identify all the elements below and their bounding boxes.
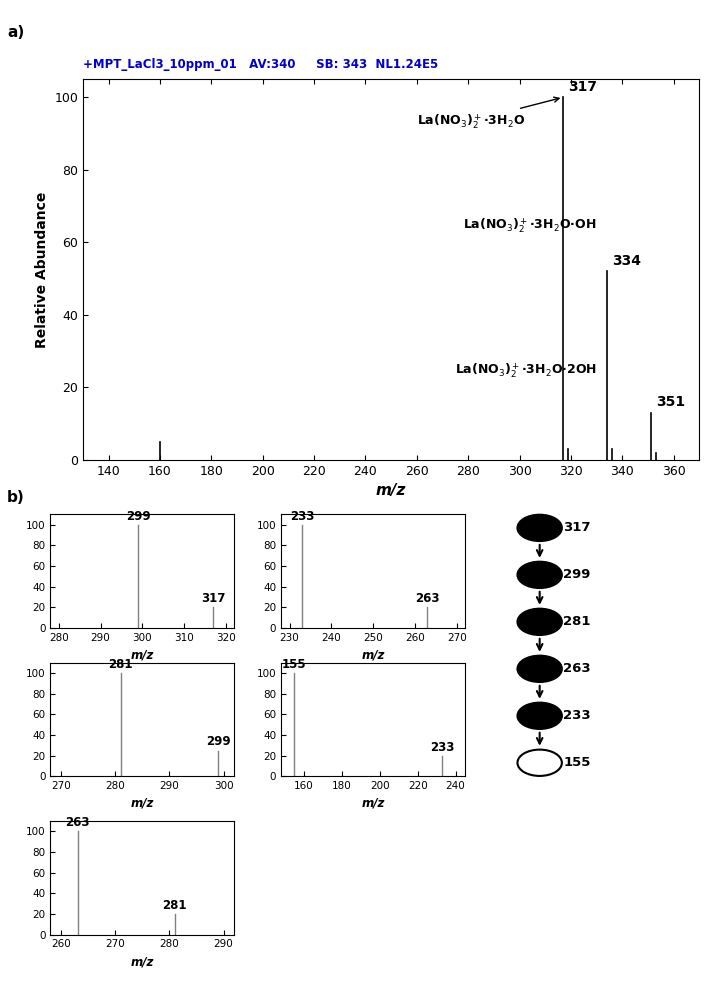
Text: 155: 155 xyxy=(282,658,306,671)
X-axis label: m/z: m/z xyxy=(131,955,154,968)
Circle shape xyxy=(518,562,562,588)
X-axis label: m/z: m/z xyxy=(361,797,385,810)
Text: b): b) xyxy=(7,490,25,504)
Text: 299: 299 xyxy=(564,569,590,582)
Text: +MPT_LaCl3_10ppm_01   AV:340     SB: 343  NL1.24E5: +MPT_LaCl3_10ppm_01 AV:340 SB: 343 NL1.2… xyxy=(83,58,438,71)
Text: 317: 317 xyxy=(564,521,591,534)
Text: La(NO$_3$)$_2^+$·3H$_2$O·2OH: La(NO$_3$)$_2^+$·3H$_2$O·2OH xyxy=(454,361,597,380)
Text: 155: 155 xyxy=(564,757,590,769)
Text: 317: 317 xyxy=(201,592,226,605)
Circle shape xyxy=(518,514,562,541)
Circle shape xyxy=(518,702,562,729)
Text: 263: 263 xyxy=(66,816,89,829)
Text: La(NO$_3$)$_2^+$·3H$_2$O: La(NO$_3$)$_2^+$·3H$_2$O xyxy=(417,97,559,131)
X-axis label: m/z: m/z xyxy=(131,797,154,810)
Text: 334: 334 xyxy=(612,254,641,268)
Text: 351: 351 xyxy=(655,396,685,409)
Text: 281: 281 xyxy=(163,899,187,912)
Text: 233: 233 xyxy=(430,741,454,754)
Text: 299: 299 xyxy=(126,509,151,522)
Text: 317: 317 xyxy=(568,80,598,94)
Text: La(NO$_3$)$_2^+$·3H$_2$O·OH: La(NO$_3$)$_2^+$·3H$_2$O·OH xyxy=(464,217,597,235)
Text: 233: 233 xyxy=(564,709,591,722)
Text: a): a) xyxy=(7,25,25,40)
X-axis label: m/z: m/z xyxy=(361,649,385,662)
Text: 281: 281 xyxy=(109,658,133,671)
Circle shape xyxy=(518,656,562,682)
Text: 299: 299 xyxy=(205,736,231,749)
Circle shape xyxy=(518,608,562,635)
Text: 263: 263 xyxy=(415,592,440,605)
X-axis label: m/z: m/z xyxy=(376,484,407,498)
Text: 263: 263 xyxy=(564,663,591,675)
Text: 281: 281 xyxy=(564,615,591,628)
Y-axis label: Relative Abundance: Relative Abundance xyxy=(35,191,48,348)
Text: 233: 233 xyxy=(290,509,314,522)
X-axis label: m/z: m/z xyxy=(131,649,154,662)
